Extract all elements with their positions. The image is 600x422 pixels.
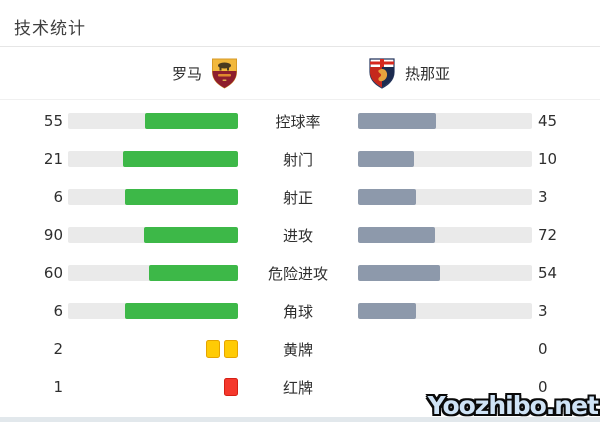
genoa-crest-icon <box>368 57 396 89</box>
home-value: 6 <box>53 302 63 320</box>
away-bar-fill <box>358 151 415 167</box>
away-bar <box>358 189 532 205</box>
stat-label: 红牌 <box>282 378 313 397</box>
home-value: 1 <box>53 378 63 396</box>
home-bar <box>66 151 238 167</box>
home-value: 6 <box>53 188 63 206</box>
away-value: 0 <box>538 378 548 396</box>
stat-label: 黄牌 <box>282 340 313 359</box>
stat-label: 射门 <box>282 150 313 169</box>
stat-row: 1 红牌 0 <box>0 368 600 406</box>
stat-label: 控球率 <box>275 112 321 131</box>
stat-row: 90 进攻 72 <box>0 216 600 254</box>
yellow-card-icon <box>224 340 238 358</box>
away-team: 热那亚 <box>368 57 600 89</box>
away-value: 3 <box>538 188 548 206</box>
home-card-icons <box>66 378 238 396</box>
away-value: 45 <box>538 112 558 130</box>
home-bar-track <box>68 189 238 205</box>
home-cards <box>66 340 238 358</box>
home-bar-fill <box>143 227 238 243</box>
away-cards <box>358 340 532 358</box>
title-divider <box>0 46 600 47</box>
stat-label: 危险进攻 <box>267 264 328 283</box>
home-team: 罗马 <box>0 58 238 89</box>
home-bar-fill <box>148 265 238 281</box>
home-bar <box>66 303 238 319</box>
away-bar <box>358 303 532 319</box>
home-value: 21 <box>43 150 63 168</box>
away-bar-track <box>358 227 532 243</box>
home-card-icons <box>66 340 238 358</box>
stat-row: 6 角球 3 <box>0 292 600 330</box>
home-bar-track <box>68 303 238 319</box>
stats-rows: 55 控球率 45 21 射门 10 6 射正 3 90 进攻 72 60 危险进攻 54 6 角球 3 2 黄牌 0 1… <box>0 100 600 406</box>
home-value: 60 <box>43 264 63 282</box>
stat-label: 射正 <box>282 188 313 207</box>
home-bar-track <box>68 265 238 281</box>
home-bar-track <box>68 113 238 129</box>
watermark: Yoozhibo.net <box>427 391 599 420</box>
away-value: 72 <box>538 226 558 244</box>
home-team-name: 罗马 <box>171 64 202 83</box>
home-bar <box>66 189 238 205</box>
away-team-name: 热那亚 <box>405 64 451 83</box>
away-bar-fill <box>358 303 416 319</box>
roma-crest-icon <box>211 58 238 89</box>
away-card-icons <box>358 340 532 358</box>
away-bar-fill <box>358 265 441 281</box>
stat-label: 进攻 <box>282 226 313 245</box>
stat-row: 6 射正 3 <box>0 178 600 216</box>
stat-row: 55 控球率 45 <box>0 102 600 140</box>
home-bar-fill <box>124 303 238 319</box>
away-bar <box>358 265 532 281</box>
yellow-card-icon <box>206 340 220 358</box>
home-value: 55 <box>43 112 63 130</box>
home-bar-fill <box>122 151 238 167</box>
away-bar-track <box>358 303 532 319</box>
away-value: 54 <box>538 264 558 282</box>
away-bar <box>358 151 532 167</box>
stat-label: 角球 <box>282 302 313 321</box>
away-bar <box>358 227 532 243</box>
home-bar-fill <box>144 113 238 129</box>
home-value: 2 <box>53 340 63 358</box>
home-bar <box>66 113 238 129</box>
away-value: 0 <box>538 340 548 358</box>
home-bar <box>66 227 238 243</box>
home-bar <box>66 265 238 281</box>
away-bar-track <box>358 189 532 205</box>
teams-header: 罗马 <box>0 47 600 99</box>
away-bar-track <box>358 151 532 167</box>
home-cards <box>66 378 238 396</box>
stat-row: 60 危险进攻 54 <box>0 254 600 292</box>
away-value: 3 <box>538 302 548 320</box>
home-bar-track <box>68 227 238 243</box>
bottom-divider <box>0 417 600 422</box>
home-bar-fill <box>124 189 238 205</box>
away-bar-track <box>358 265 532 281</box>
away-bar-fill <box>358 227 436 243</box>
away-bar <box>358 113 532 129</box>
panel-title: 技术统计 <box>14 19 86 39</box>
away-bar-fill <box>358 113 437 129</box>
away-bar-fill <box>358 189 416 205</box>
header-divider <box>0 99 600 100</box>
away-bar-track <box>358 113 532 129</box>
stat-row: 21 射门 10 <box>0 140 600 178</box>
red-card-icon <box>224 378 238 396</box>
away-value: 10 <box>538 150 558 168</box>
home-value: 90 <box>43 226 63 244</box>
stat-row: 2 黄牌 0 <box>0 330 600 368</box>
home-bar-track <box>68 151 238 167</box>
